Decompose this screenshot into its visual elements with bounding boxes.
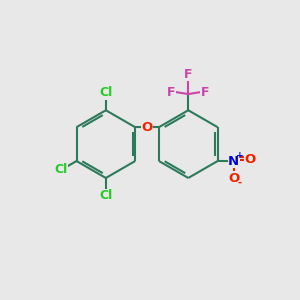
Text: Cl: Cl (55, 164, 68, 176)
Text: -: - (238, 178, 242, 188)
Text: F: F (201, 85, 209, 99)
Text: O: O (244, 153, 256, 166)
Text: O: O (228, 172, 239, 184)
Text: Cl: Cl (99, 86, 112, 99)
Text: Cl: Cl (99, 189, 112, 202)
Text: +: + (236, 151, 244, 160)
Text: N: N (228, 154, 239, 167)
Text: F: F (184, 68, 193, 81)
Text: F: F (167, 85, 176, 99)
Text: O: O (141, 121, 153, 134)
